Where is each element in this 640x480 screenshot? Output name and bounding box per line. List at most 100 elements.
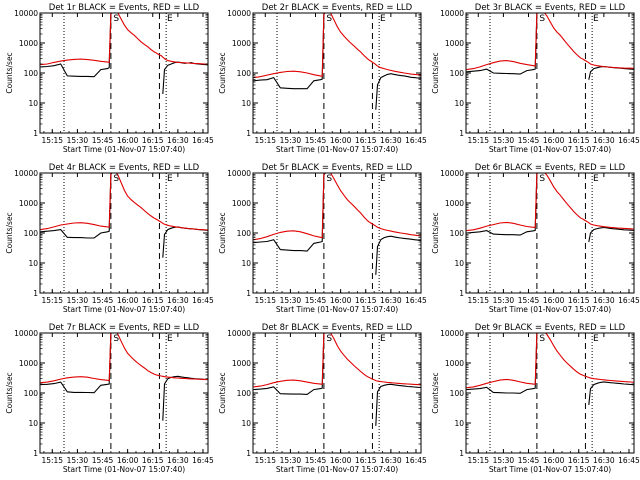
y-tick-label: 1 bbox=[246, 449, 251, 458]
y-axis-label: Counts/sec bbox=[218, 372, 227, 413]
x-axis-label: Start Time (01-Nov-07 15:07:40) bbox=[276, 145, 398, 154]
x-tick-label: 15:30 bbox=[493, 296, 515, 305]
y-axis-label: Counts/sec bbox=[431, 52, 440, 93]
x-tick-label: 16:30 bbox=[593, 456, 615, 465]
y-tick-label: 1 bbox=[459, 449, 464, 458]
plot-frame bbox=[252, 332, 422, 454]
panel-title: Det 8r BLACK = Events, RED = LLD bbox=[262, 323, 413, 333]
x-tick-label: 16:45 bbox=[405, 456, 427, 465]
y-tick-label: 100 bbox=[237, 69, 252, 78]
y-tick-label: 100 bbox=[24, 69, 39, 78]
y-tick-label: 1000 bbox=[445, 39, 464, 48]
x-tick-label: 15:45 bbox=[518, 456, 540, 465]
x-tick-label: 16:30 bbox=[167, 136, 189, 145]
x-tick-label: 15:15 bbox=[41, 136, 63, 145]
x-tick-label: 15:45 bbox=[518, 136, 540, 145]
y-axis-label: Counts/sec bbox=[218, 52, 227, 93]
x-tick-label: 16:45 bbox=[192, 456, 214, 465]
x-tick-label: 15:15 bbox=[467, 456, 489, 465]
y-tick-label: 100 bbox=[237, 229, 252, 238]
x-tick-label: 15:45 bbox=[305, 296, 327, 305]
y-tick-label: 1000 bbox=[232, 39, 251, 48]
events-series-line bbox=[253, 13, 421, 110]
events-series-line bbox=[466, 173, 634, 243]
y-tick-label: 1 bbox=[459, 289, 464, 298]
x-tick-label: 16:15 bbox=[142, 296, 164, 305]
events-series-line bbox=[466, 333, 634, 405]
y-tick-label: 10000 bbox=[14, 169, 38, 178]
x-tick-label: 16:30 bbox=[380, 456, 402, 465]
time-marker-label: E bbox=[380, 174, 386, 184]
lld-series-line bbox=[40, 333, 208, 384]
y-tick-label: 10000 bbox=[227, 329, 251, 338]
y-axis-label: Counts/sec bbox=[5, 212, 14, 253]
lld-series-line bbox=[253, 333, 421, 388]
y-tick-label: 1 bbox=[33, 129, 38, 138]
lld-series-line bbox=[40, 173, 208, 231]
x-axis-label: Start Time (01-Nov-07 15:07:40) bbox=[63, 145, 185, 154]
time-marker-label: E bbox=[593, 174, 599, 184]
y-axis-label: Counts/sec bbox=[431, 372, 440, 413]
y-tick-label: 1 bbox=[459, 129, 464, 138]
x-axis-label: Start Time (01-Nov-07 15:07:40) bbox=[489, 465, 611, 474]
x-tick-label: 15:15 bbox=[41, 296, 63, 305]
lld-series-line bbox=[466, 333, 634, 389]
x-tick-label: 16:00 bbox=[117, 456, 139, 465]
time-marker-label: E bbox=[593, 14, 599, 24]
x-tick-label: 15:15 bbox=[41, 456, 63, 465]
y-tick-label: 10000 bbox=[440, 329, 464, 338]
events-series-line bbox=[40, 333, 208, 421]
x-tick-label: 15:45 bbox=[92, 296, 114, 305]
x-tick-label: 16:45 bbox=[405, 136, 427, 145]
panel-title: Det 1r BLACK = Events, RED = LLD bbox=[49, 3, 200, 13]
y-tick-label: 10 bbox=[454, 419, 464, 428]
time-marker-label: E bbox=[167, 14, 173, 24]
x-tick-label: 16:00 bbox=[330, 456, 352, 465]
x-tick-label: 16:15 bbox=[142, 456, 164, 465]
y-tick-label: 10 bbox=[454, 99, 464, 108]
time-marker-label: S bbox=[113, 174, 119, 184]
time-marker-label: S bbox=[326, 14, 332, 24]
x-tick-label: 15:15 bbox=[254, 136, 276, 145]
y-tick-label: 10000 bbox=[227, 9, 251, 18]
x-tick-label: 15:15 bbox=[467, 296, 489, 305]
x-tick-label: 15:45 bbox=[305, 456, 327, 465]
x-tick-label: 16:30 bbox=[593, 296, 615, 305]
y-tick-label: 10 bbox=[454, 259, 464, 268]
x-tick-label: 15:15 bbox=[254, 456, 276, 465]
y-tick-label: 100 bbox=[450, 389, 465, 398]
x-tick-label: 16:00 bbox=[117, 136, 139, 145]
y-tick-label: 1000 bbox=[445, 359, 464, 368]
y-axis-label: Counts/sec bbox=[431, 212, 440, 253]
x-tick-label: 15:30 bbox=[493, 456, 515, 465]
lld-series-line bbox=[253, 173, 421, 241]
x-tick-label: 15:15 bbox=[467, 136, 489, 145]
x-axis-label: Start Time (01-Nov-07 15:07:40) bbox=[489, 145, 611, 154]
y-tick-label: 1000 bbox=[19, 199, 38, 208]
y-tick-label: 1000 bbox=[19, 359, 38, 368]
events-series-line bbox=[40, 173, 208, 258]
x-tick-label: 16:30 bbox=[593, 136, 615, 145]
y-axis-label: Counts/sec bbox=[5, 372, 14, 413]
x-tick-label: 16:45 bbox=[618, 456, 640, 465]
x-tick-label: 16:15 bbox=[142, 136, 164, 145]
x-tick-label: 16:45 bbox=[405, 296, 427, 305]
x-tick-label: 15:30 bbox=[280, 136, 302, 145]
x-tick-label: 15:30 bbox=[67, 296, 89, 305]
x-axis-label: Start Time (01-Nov-07 15:07:40) bbox=[276, 465, 398, 474]
time-marker-label: E bbox=[167, 334, 173, 344]
y-tick-label: 10000 bbox=[227, 169, 251, 178]
time-marker-label: S bbox=[113, 334, 119, 344]
x-tick-label: 16:15 bbox=[355, 296, 377, 305]
x-tick-label: 16:00 bbox=[330, 136, 352, 145]
y-tick-label: 1000 bbox=[232, 359, 251, 368]
x-tick-label: 16:30 bbox=[380, 296, 402, 305]
events-series-line bbox=[253, 333, 421, 426]
x-tick-label: 16:30 bbox=[380, 136, 402, 145]
lld-series-line bbox=[466, 13, 634, 71]
panel-title: Det 5r BLACK = Events, RED = LLD bbox=[262, 163, 413, 173]
x-tick-label: 15:15 bbox=[254, 296, 276, 305]
